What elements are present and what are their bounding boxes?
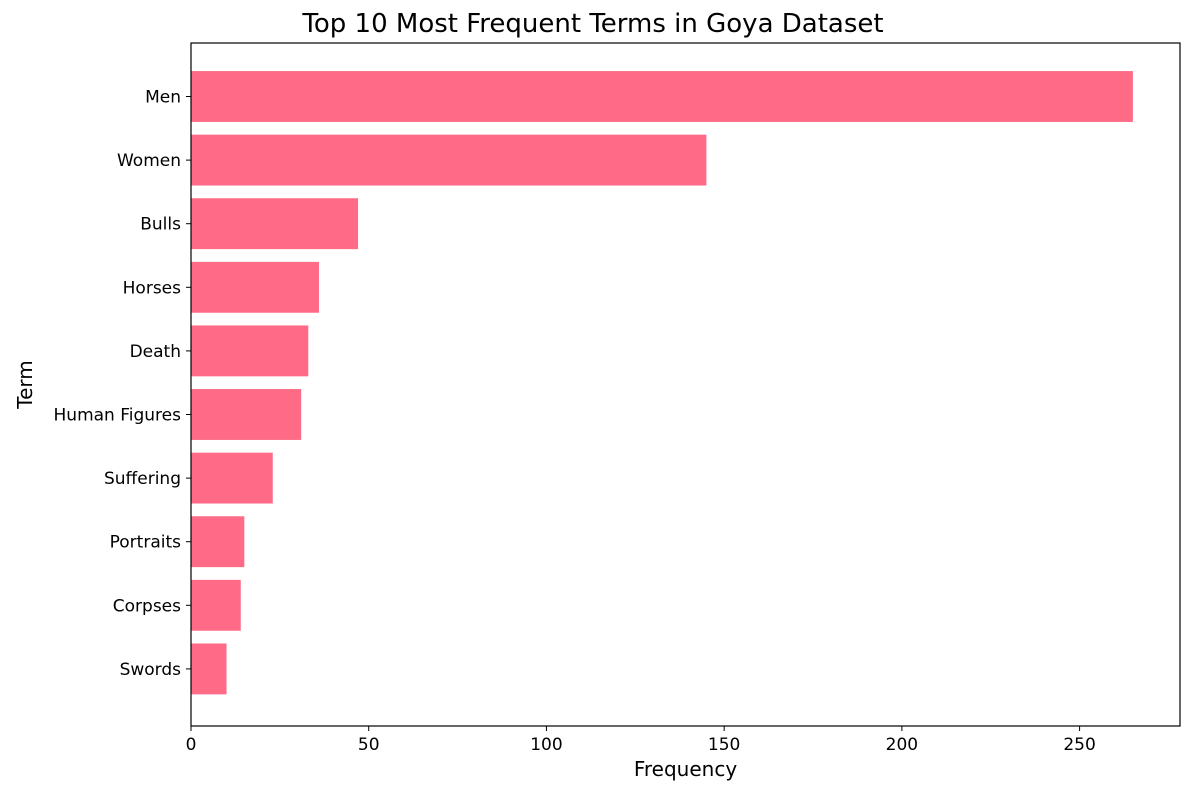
y-tick-label: Swords bbox=[120, 660, 182, 680]
y-tick-label: Horses bbox=[123, 278, 181, 298]
x-tick-label: 200 bbox=[886, 735, 918, 755]
y-tick-label: Bulls bbox=[140, 215, 181, 235]
y-axis-ticks: Men Women Bulls Horses Death Human Figures Suf… bbox=[54, 88, 191, 680]
bar-horses bbox=[191, 261, 319, 313]
bar-bulls bbox=[191, 198, 359, 250]
y-tick-label: Human Figures bbox=[54, 406, 182, 426]
y-tick-label: Corpses bbox=[113, 596, 181, 616]
y-axis-label: Term bbox=[13, 360, 37, 409]
y-tick-label: Portraits bbox=[110, 533, 181, 553]
bar-swords bbox=[191, 643, 227, 695]
bar-women bbox=[191, 134, 707, 186]
bar-suffering bbox=[191, 452, 273, 504]
bar-corpses bbox=[191, 579, 241, 631]
x-axis-label: Frequency bbox=[634, 757, 737, 781]
y-tick-label: Death bbox=[130, 342, 181, 362]
bar-death bbox=[191, 325, 309, 377]
x-tick-label: 250 bbox=[1063, 735, 1095, 755]
bar-portraits bbox=[191, 516, 245, 568]
x-tick-label: 50 bbox=[358, 735, 380, 755]
bar-human-figures bbox=[191, 389, 302, 440]
y-tick-label: Men bbox=[145, 88, 181, 108]
x-tick-label: 100 bbox=[530, 735, 562, 755]
x-axis-ticks: 0 50 100 150 200 250 bbox=[186, 726, 1096, 755]
chart-title: Top 10 Most Frequent Terms in Goya Datas… bbox=[301, 9, 883, 39]
bar-men bbox=[191, 71, 1133, 122]
y-tick-label: Suffering bbox=[104, 469, 181, 489]
bars-group bbox=[191, 71, 1133, 695]
y-tick-label: Women bbox=[117, 151, 181, 171]
plot-frame bbox=[190, 42, 1181, 727]
x-tick-label: 150 bbox=[708, 735, 740, 755]
x-tick-label: 0 bbox=[186, 735, 197, 755]
